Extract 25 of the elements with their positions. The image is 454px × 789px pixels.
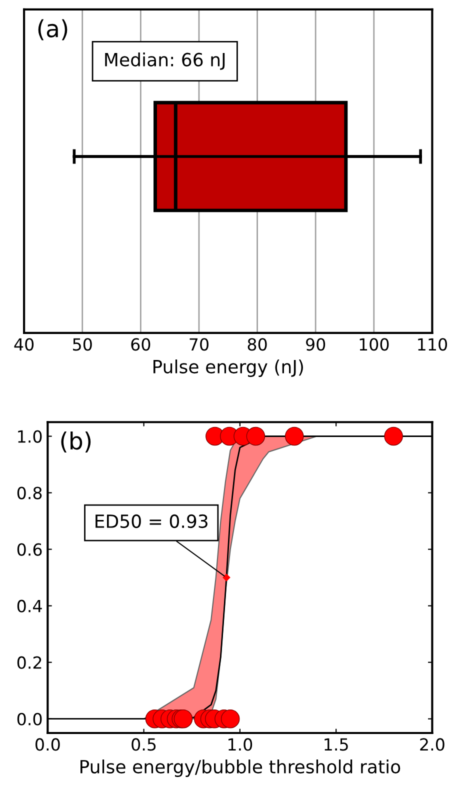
annotation: ED50 = 0.93: [96, 514, 208, 528]
annotation: (a): [38, 19, 68, 40]
y-tick-label: 0.2: [17, 656, 42, 669]
x-tick-label: 1.0: [228, 738, 252, 751]
annotation: Median: 66 nJ: [105, 52, 225, 70]
annotation: (b): [61, 431, 91, 452]
y-tick-label: 0.4: [17, 600, 42, 612]
x-tick-label: 0.0: [36, 738, 60, 751]
y-tick-label: 0.8: [17, 486, 42, 500]
x-tick-label: 0.5: [132, 738, 156, 751]
x-tick-label: 2.0: [420, 738, 444, 751]
x-tick-label: 1.5: [324, 738, 348, 751]
x-tick-label: 110: [418, 338, 448, 351]
x-axis-title: Pulse energy (nJ): [154, 360, 303, 377]
x-tick-label: 60: [131, 338, 150, 351]
x-tick-label: 40: [14, 338, 34, 351]
x-tick-label: 90: [306, 338, 326, 351]
y-tick-label: 0.0: [17, 712, 42, 726]
y-tick-label: 0.6: [17, 543, 42, 556]
x-tick-label: 100: [360, 338, 389, 351]
x-tick-label: 70: [190, 338, 208, 351]
x-axis-title: Pulse energy/bubble threshold ratio: [80, 760, 400, 777]
x-tick-label: 50: [73, 338, 92, 351]
y-tick-label: 1.0: [18, 430, 42, 443]
x-tick-label: 80: [248, 338, 267, 351]
